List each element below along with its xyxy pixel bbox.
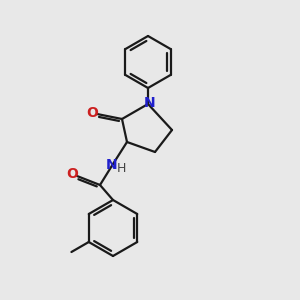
Text: H: H xyxy=(116,161,126,175)
Text: N: N xyxy=(106,158,118,172)
Text: O: O xyxy=(86,106,98,120)
Text: N: N xyxy=(144,96,156,110)
Text: O: O xyxy=(66,167,78,181)
